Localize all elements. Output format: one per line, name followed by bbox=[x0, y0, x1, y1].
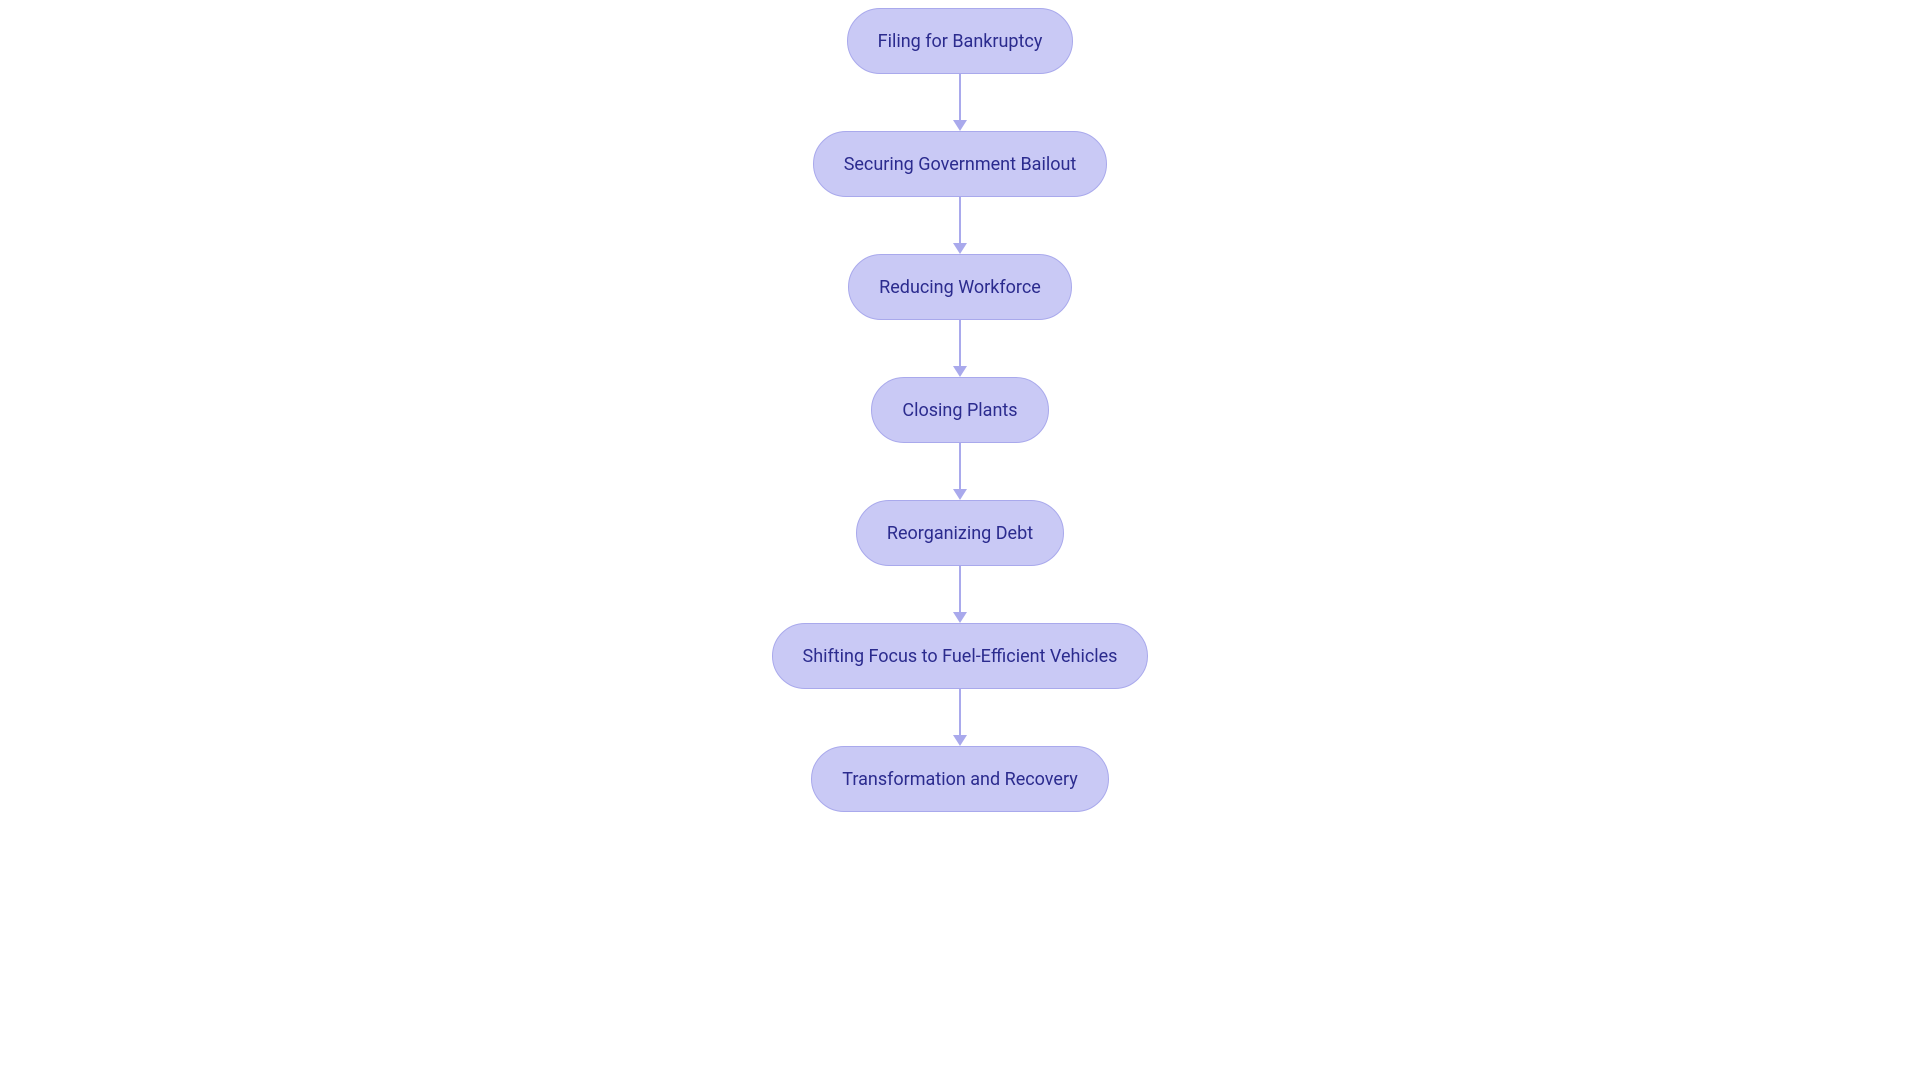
arrow-line bbox=[959, 197, 961, 243]
flow-arrow bbox=[953, 197, 967, 254]
flow-arrow bbox=[953, 74, 967, 131]
node-label: Closing Plants bbox=[902, 400, 1017, 421]
node-label: Filing for Bankruptcy bbox=[878, 31, 1043, 52]
node-label: Reorganizing Debt bbox=[887, 523, 1033, 544]
flow-node: Reorganizing Debt bbox=[856, 500, 1064, 566]
flow-node: Transformation and Recovery bbox=[811, 746, 1108, 812]
arrow-line bbox=[959, 443, 961, 489]
arrow-head-icon bbox=[953, 489, 967, 500]
flow-arrow bbox=[953, 566, 967, 623]
flow-node: Closing Plants bbox=[871, 377, 1048, 443]
node-label: Reducing Workforce bbox=[879, 277, 1041, 298]
node-label: Transformation and Recovery bbox=[842, 769, 1077, 790]
arrow-line bbox=[959, 689, 961, 735]
arrow-head-icon bbox=[953, 366, 967, 377]
flow-node: Securing Government Bailout bbox=[813, 131, 1108, 197]
arrow-head-icon bbox=[953, 243, 967, 254]
flow-node: Shifting Focus to Fuel-Efficient Vehicle… bbox=[772, 623, 1149, 689]
arrow-head-icon bbox=[953, 735, 967, 746]
arrow-line bbox=[959, 74, 961, 120]
flow-node: Reducing Workforce bbox=[848, 254, 1072, 320]
arrow-head-icon bbox=[953, 612, 967, 623]
flow-arrow bbox=[953, 443, 967, 500]
node-label: Securing Government Bailout bbox=[844, 154, 1077, 175]
flow-arrow bbox=[953, 689, 967, 746]
flow-arrow bbox=[953, 320, 967, 377]
node-label: Shifting Focus to Fuel-Efficient Vehicle… bbox=[803, 646, 1118, 667]
flow-node: Filing for Bankruptcy bbox=[847, 8, 1074, 74]
arrow-head-icon bbox=[953, 120, 967, 131]
arrow-line bbox=[959, 320, 961, 366]
flowchart-container: Filing for Bankruptcy Securing Governmen… bbox=[0, 0, 1920, 1080]
arrow-line bbox=[959, 566, 961, 612]
